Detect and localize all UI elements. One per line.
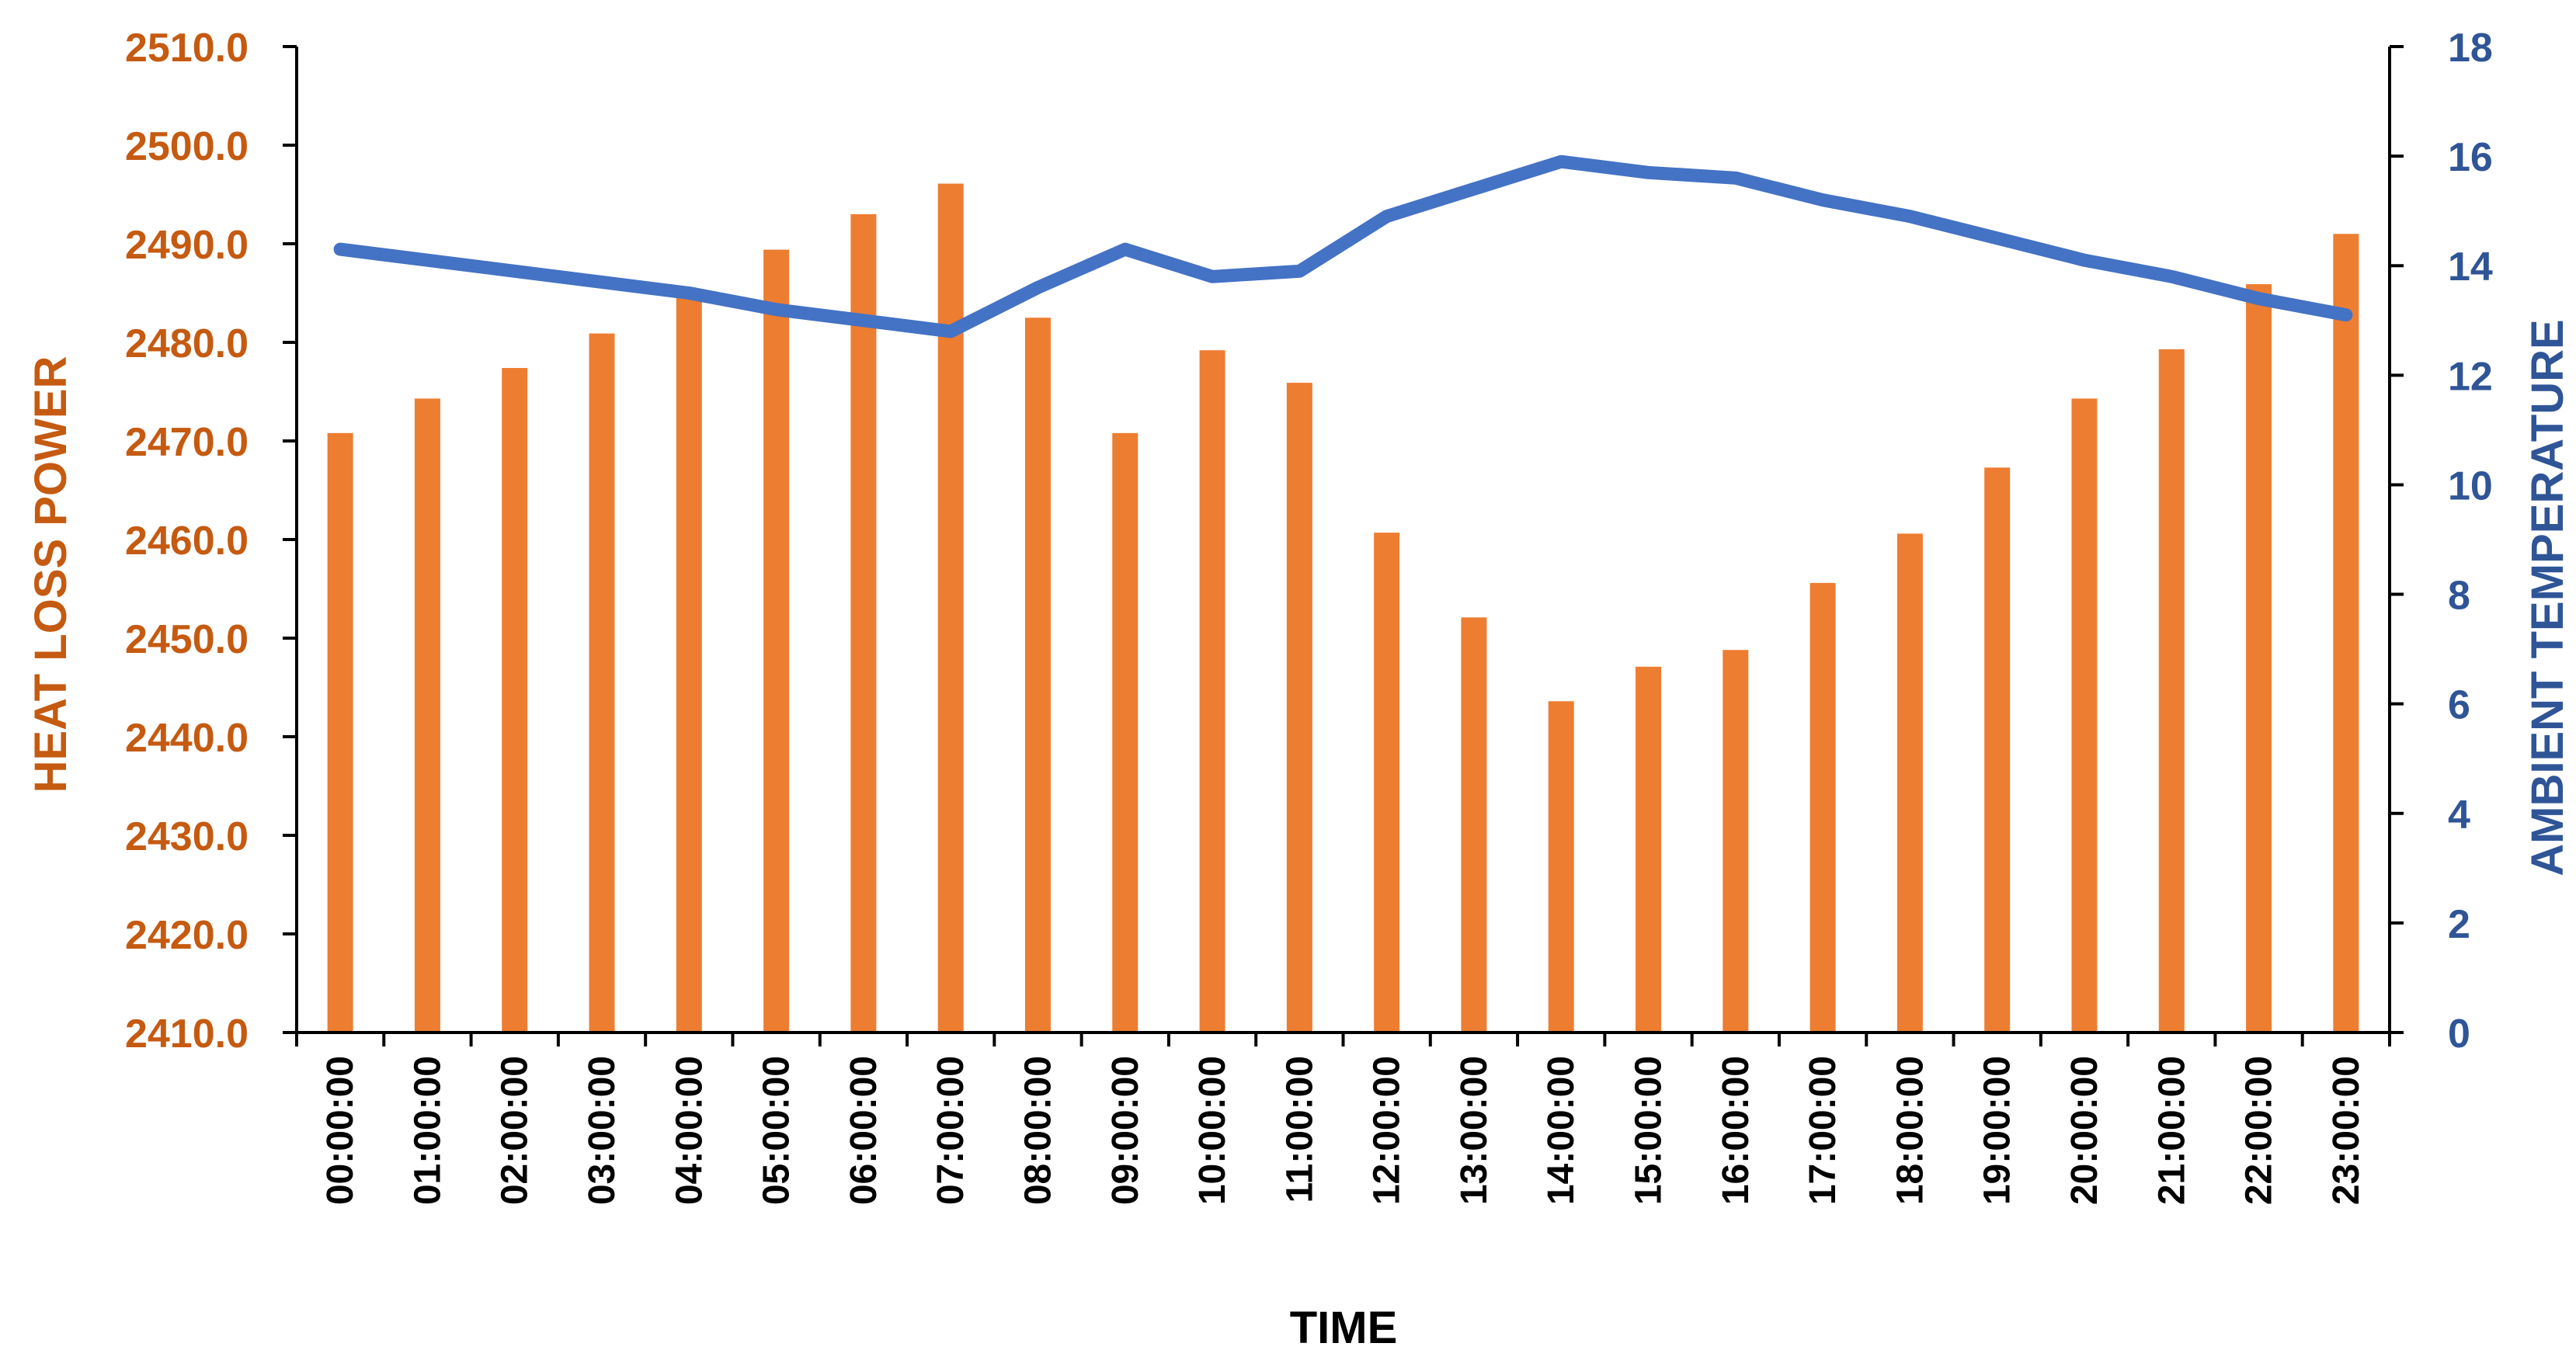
x-tick-label: 22:00:00: [2239, 1056, 2280, 1205]
left-axis-tick-labels: 2410.0 2420.0 2430.0 2440.0 2450.0 2460.0 2470…: [125, 26, 249, 1057]
x-tick-label: 14:00:00: [1541, 1056, 1582, 1205]
right-tick-label: 8: [2448, 574, 2470, 619]
bar: [2333, 234, 2359, 1033]
bar: [1636, 666, 1662, 1033]
right-axis-tick-labels: 0 2 4 6 8 10 12 14 16 18: [2448, 26, 2493, 1057]
left-tick-label: 2500.0: [125, 124, 249, 169]
bar: [1286, 383, 1312, 1033]
left-tick-label: 2460.0: [125, 519, 249, 564]
x-tick-label: 05:00:00: [756, 1056, 798, 1205]
left-axis-title: HEAT LOSS POWER: [26, 356, 76, 793]
bar: [1984, 467, 2011, 1033]
heat-loss-power-bars: [327, 183, 2359, 1033]
left-tick-label: 2440.0: [125, 716, 249, 761]
bar: [502, 368, 528, 1033]
left-tick-label: 2470.0: [125, 420, 249, 465]
x-tick-label: 08:00:00: [1017, 1056, 1059, 1205]
bar: [1112, 432, 1139, 1033]
bar: [327, 432, 353, 1033]
x-tick-label: 15:00:00: [1629, 1056, 1670, 1205]
x-tick-label: 16:00:00: [1716, 1056, 1757, 1205]
x-tick-label: 06:00:00: [843, 1056, 885, 1205]
right-tick-label: 10: [2448, 463, 2493, 508]
left-tick-label: 2420.0: [125, 913, 249, 958]
bar: [1548, 701, 1574, 1033]
bar: [763, 249, 790, 1033]
right-tick-label: 18: [2448, 26, 2493, 71]
bar: [1199, 350, 1225, 1033]
bar: [1809, 582, 1836, 1033]
x-tick-label: 20:00:00: [2064, 1056, 2105, 1205]
x-tick-label: 17:00:00: [1803, 1056, 1844, 1205]
right-tick-label: 6: [2448, 683, 2470, 728]
ambient-temperature-line: [333, 154, 2353, 338]
bar: [1374, 533, 1400, 1033]
right-tick-label: 12: [2448, 354, 2493, 399]
x-tick-label: 04:00:00: [669, 1056, 710, 1205]
bar: [589, 333, 615, 1033]
x-tick-label: 03:00:00: [582, 1056, 623, 1205]
right-tick-label: 16: [2448, 135, 2493, 180]
bar: [2071, 398, 2098, 1033]
x-tick-label: 23:00:00: [2326, 1056, 2367, 1205]
x-tick-label: 19:00:00: [1977, 1056, 2018, 1205]
bar: [850, 213, 877, 1033]
bar: [1024, 318, 1051, 1033]
x-tick-label: 10:00:00: [1192, 1056, 1233, 1205]
x-tick-label: 07:00:00: [930, 1056, 972, 1205]
x-tick-label: 02:00:00: [495, 1056, 536, 1205]
x-tick-label: 01:00:00: [407, 1056, 448, 1205]
x-tick-label: 21:00:00: [2151, 1056, 2192, 1205]
x-tick-label: 11:00:00: [1279, 1056, 1320, 1203]
right-tick-label: 0: [2448, 1012, 2470, 1057]
x-tick-label: 12:00:00: [1367, 1056, 1408, 1205]
x-axis-tick-labels: 00:00:00 01:00:00 02:00:00 03:00:00 04:00:00…: [320, 1056, 2367, 1205]
left-tick-label: 2510.0: [125, 26, 249, 71]
bar: [2158, 349, 2185, 1033]
left-tick-label: 2480.0: [125, 321, 249, 366]
right-axis-title: AMBIENT TEMPERATURE: [2522, 319, 2573, 876]
bar: [937, 183, 964, 1033]
x-tick-label: 13:00:00: [1454, 1056, 1495, 1205]
right-tick-label: 2: [2448, 902, 2470, 947]
left-tick-label: 2490.0: [125, 223, 249, 268]
bar: [676, 296, 702, 1033]
bar: [414, 398, 440, 1033]
right-tick-label: 4: [2448, 793, 2470, 838]
bar: [1461, 617, 1487, 1033]
ambient-temperature-line-group: [333, 154, 2353, 338]
right-tick-label: 14: [2448, 245, 2493, 290]
x-tick-label: 00:00:00: [320, 1056, 361, 1205]
bar: [1723, 650, 1749, 1033]
x-tick-label: 09:00:00: [1105, 1056, 1146, 1205]
chart-axes: [283, 45, 2404, 1046]
bar: [1896, 533, 1923, 1033]
x-tick-label: 18:00:00: [1889, 1056, 1931, 1205]
x-axis-title: TIME: [1290, 1303, 1398, 1353]
left-tick-label: 2410.0: [125, 1012, 249, 1057]
bar: [2246, 284, 2272, 1033]
left-tick-label: 2450.0: [125, 617, 249, 662]
left-tick-label: 2430.0: [125, 814, 249, 859]
